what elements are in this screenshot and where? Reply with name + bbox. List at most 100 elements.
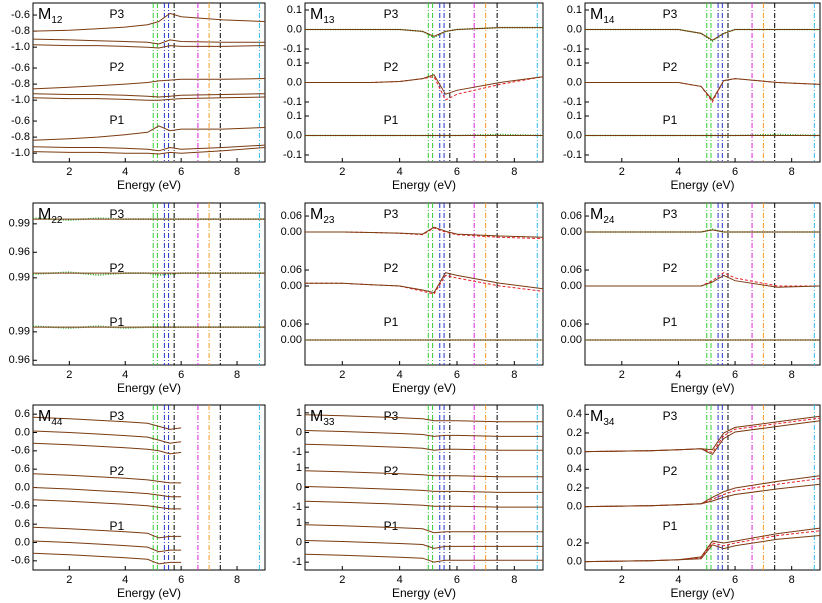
data-line — [32, 416, 182, 430]
data-line — [304, 414, 543, 423]
y-tick-label: -0.6 — [11, 555, 30, 567]
y-tick-label: 0.1 — [287, 4, 302, 16]
y-tick-label: 0.1 — [567, 4, 582, 16]
y-tick-label: 0.99 — [9, 326, 30, 338]
x-tick-label: 4 — [122, 369, 128, 381]
data-line — [584, 420, 821, 456]
panel: 2 4 6 8 Energy (eV) 0.1 0.0 -0.1 P3 0.1 0.0 -0.1 P2 0… — [563, 2, 821, 192]
data-line — [32, 442, 182, 455]
y-tick-label: -0.1 — [283, 96, 302, 108]
data-line — [585, 29, 820, 41]
y-tick-label: 0.1 — [567, 110, 582, 122]
data-line — [32, 78, 266, 90]
data-line — [304, 486, 543, 493]
panel-title: M24 — [590, 206, 615, 225]
y-tick-label: -1 — [292, 556, 302, 568]
y-tick-label: 0.6 — [15, 518, 30, 530]
x-tick-label: 6 — [178, 166, 184, 178]
y-tick-label: 0.00 — [281, 334, 302, 346]
y-tick-label: -1.0 — [11, 147, 30, 159]
x-axis-label: Energy (eV) — [392, 381, 456, 395]
y-tick-label: 0.4 — [567, 463, 582, 475]
data-line — [305, 27, 543, 37]
y-tick-label: 0.0 — [15, 481, 30, 493]
panel-title-main: M — [310, 206, 323, 223]
y-tick-label: 0 — [296, 426, 302, 438]
y-tick-label: 0.96 — [9, 246, 30, 258]
data-line — [304, 524, 543, 534]
y-tick-label: 0.06 — [561, 318, 582, 330]
subplot-label: P3 — [384, 207, 399, 221]
data-line — [32, 526, 182, 539]
x-tick-label: 6 — [732, 369, 738, 381]
subplot-label: P2 — [384, 261, 399, 275]
x-tick-label: 8 — [234, 166, 240, 178]
y-tick-label: -1.0 — [11, 41, 30, 53]
x-tick-label: 6 — [178, 574, 184, 586]
data-line — [32, 147, 266, 155]
y-tick-label: -0.8 — [11, 78, 30, 90]
y-tick-label: 0.06 — [281, 264, 302, 276]
panel-title-sub: 34 — [603, 417, 615, 428]
y-tick-label: 0 — [296, 481, 302, 493]
panel-title: M22 — [38, 206, 63, 225]
subplot-label: P2 — [663, 60, 678, 74]
data-line — [584, 535, 821, 563]
y-tick-label: -0.1 — [563, 96, 582, 108]
panel: 2 4 6 8 Energy (eV) 0.4 0.2 0.0 P3 0.4 0.2 0.0 P2 0.2… — [567, 404, 821, 600]
y-tick-label: 0.0 — [567, 23, 582, 35]
y-tick-label: -0.1 — [563, 149, 582, 161]
panel-title: M14 — [590, 6, 615, 25]
panel-title-sub: 33 — [323, 417, 335, 428]
x-tick-label: 2 — [339, 369, 345, 381]
data-line — [32, 540, 182, 553]
data-line — [305, 272, 544, 294]
y-tick-label: 0.0 — [287, 23, 302, 35]
data-line — [32, 552, 182, 565]
subplot-label: P3 — [110, 7, 125, 21]
x-axis-label: Energy (eV) — [117, 178, 181, 192]
y-tick-label: 0.00 — [281, 226, 302, 238]
y-tick-label: -1 — [292, 501, 302, 513]
x-tick-label: 2 — [339, 574, 345, 586]
panel: 2 4 6 8 Energy (eV) 0.99 0.96 P3 0.99 P2 0.99 0.96 P… — [9, 202, 266, 395]
x-tick-label: 8 — [511, 369, 517, 381]
subplot-label: P1 — [663, 315, 678, 329]
panel: 2 4 6 8 Energy (eV) 1 0 -1 P3 1 0 -1 P2 1 0 -1 P1 M33 — [292, 404, 544, 600]
x-tick-label: 2 — [619, 166, 625, 178]
plot-frame — [32, 202, 266, 366]
y-tick-label: 0.2 — [567, 427, 582, 439]
x-tick-label: 8 — [234, 369, 240, 381]
data-line — [32, 125, 266, 141]
y-tick-label: 0.0 — [15, 536, 30, 548]
y-tick-label: -1 — [292, 446, 302, 458]
panel-title: M33 — [310, 408, 335, 427]
panel-title: M12 — [38, 6, 63, 25]
panel: 2 4 6 8 Energy (eV) 0.1 0.0 -0.1 P3 0.1 0.0 -0.1 P2 0… — [283, 2, 544, 192]
y-tick-label: 0.00 — [561, 334, 582, 346]
data-line — [305, 74, 544, 95]
data-line — [584, 483, 821, 508]
y-tick-label: 0.99 — [9, 272, 30, 284]
panel-title-sub: 23 — [323, 215, 335, 226]
y-tick-label: -0.1 — [283, 149, 302, 161]
subplot-label: P3 — [663, 409, 678, 423]
y-tick-label: -0.8 — [11, 25, 30, 37]
y-tick-label: -0.6 — [11, 9, 30, 21]
panel-title: M13 — [310, 6, 335, 25]
y-tick-label: 0.06 — [561, 210, 582, 222]
data-line — [32, 499, 182, 510]
y-tick-label: 0.0 — [567, 501, 582, 513]
y-tick-label: -0.1 — [283, 43, 302, 55]
data-line — [32, 44, 266, 49]
subplot-label: P1 — [384, 315, 399, 329]
x-tick-label: 6 — [732, 166, 738, 178]
x-tick-label: 8 — [511, 166, 517, 178]
subplot-label: P1 — [110, 113, 125, 127]
x-tick-label: 8 — [789, 166, 795, 178]
panel-title-main: M — [38, 408, 51, 425]
x-axis-label: Energy (eV) — [117, 586, 181, 600]
x-tick-label: 4 — [122, 166, 128, 178]
subplot-label: P1 — [110, 315, 125, 329]
